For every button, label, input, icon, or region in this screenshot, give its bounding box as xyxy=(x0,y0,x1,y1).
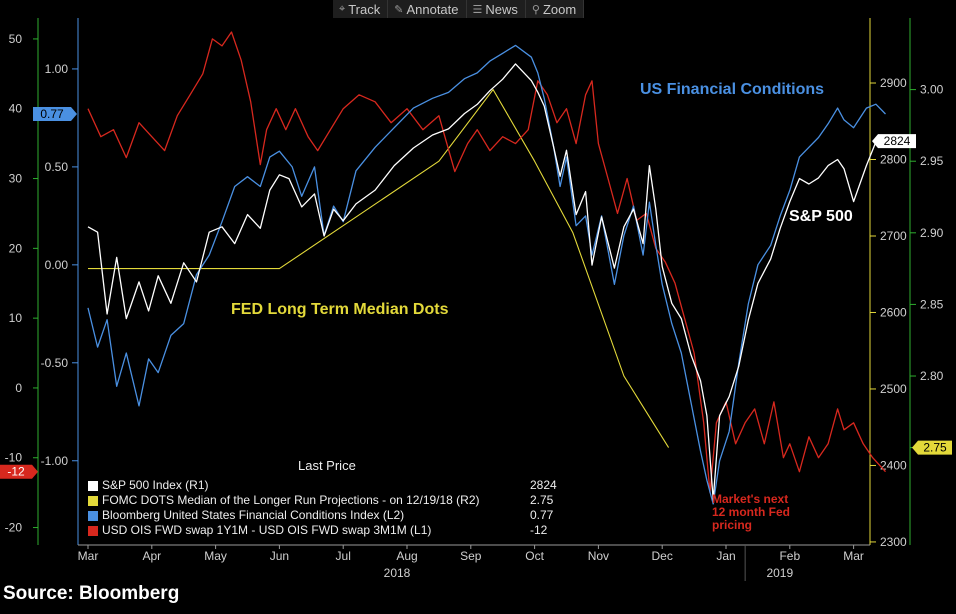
toolbar-label: Track xyxy=(348,1,381,17)
source-note: Source: Bloomberg xyxy=(3,583,180,604)
x-tick-label: Jul xyxy=(336,549,351,563)
x-tick-label: Apr xyxy=(142,549,161,563)
fomc-last-tag: 2.75 xyxy=(912,440,952,455)
fci-last-tag: 0.77 xyxy=(33,106,77,121)
r2-tick-label: 2.95 xyxy=(920,154,944,168)
x-tick-label: Jan xyxy=(716,549,735,563)
magnifier-icon: ⚲ xyxy=(531,3,540,16)
chart-toolbar: ⌖ Track ✎ Annotate ☰ News ⚲ Zoom xyxy=(333,0,585,18)
year-label: 2018 xyxy=(384,566,411,580)
l1-tick-label: -20 xyxy=(5,521,23,535)
r1-tick-label: 2400 xyxy=(880,458,907,472)
l1-tick-label: -10 xyxy=(5,451,23,465)
legend-swatch xyxy=(88,526,98,536)
legend-row-fomc: FOMC DOTS Median of the Longer Run Proje… xyxy=(88,493,570,508)
r1-tick-label: 2900 xyxy=(880,76,907,90)
fomc-last-tag-label: 2.75 xyxy=(923,441,947,455)
legend-series-name: Bloomberg United States Financial Condit… xyxy=(102,508,405,522)
sp-last-tag: 2824 xyxy=(872,134,916,149)
annotation-market-pricing-line: 12 month Fed xyxy=(712,505,790,519)
l2-tick-label: 0.50 xyxy=(45,160,69,174)
series-line-fci xyxy=(87,44,886,505)
l1-tick-label: 20 xyxy=(9,241,23,255)
series-line-sp xyxy=(87,63,886,501)
pencil-icon: ✎ xyxy=(394,3,404,16)
annotation-market-pricing-line: Market's next xyxy=(712,492,788,506)
fci-last-tag-shape xyxy=(33,106,77,121)
fci-last-tag-label: 0.77 xyxy=(40,107,64,121)
x-tick-label: Aug xyxy=(396,549,417,563)
legend-swatch xyxy=(88,481,98,491)
crosshair-icon: ⌖ xyxy=(339,2,346,15)
legend-last-value: -12 xyxy=(530,523,548,537)
news-icon: ☰ xyxy=(472,3,483,16)
r1-tick-label: 2300 xyxy=(880,535,907,549)
x-tick-label: Mar xyxy=(78,549,99,563)
toolbar-zoom-button[interactable]: ⚲ Zoom xyxy=(525,0,585,18)
legend-last-value: 0.77 xyxy=(530,508,554,522)
legend-row-sp: S&P 500 Index (R1) 2824 xyxy=(88,478,570,493)
ois-last-tag-shape xyxy=(0,464,38,479)
legend-last-value: 2.75 xyxy=(530,493,554,507)
l2-tick-label: 0.00 xyxy=(45,258,69,272)
series-line-ois xyxy=(87,31,886,494)
sp-last-tag-shape xyxy=(872,134,916,149)
r1-tick-label: 2700 xyxy=(880,229,907,243)
legend-series-name: S&P 500 Index (R1) xyxy=(102,478,209,492)
legend-series-name: USD OIS FWD swap 1Y1M - USD OIS FWD swap… xyxy=(102,523,432,537)
ois-last-tag-label: -12 xyxy=(7,465,25,479)
toolbar-label: Zoom xyxy=(542,1,577,17)
x-tick-label: Mar xyxy=(843,549,864,563)
annotation-market-pricing-line: pricing xyxy=(712,518,752,532)
r1-tick-label: 2600 xyxy=(880,305,907,319)
annotation-fed-dots: FED Long Term Median Dots xyxy=(231,301,449,318)
sp-last-tag-label: 2824 xyxy=(884,134,911,148)
l1-tick-label: 40 xyxy=(9,102,23,116)
legend-title: Last Price xyxy=(298,458,356,473)
toolbar-news-button[interactable]: ☰ News xyxy=(466,0,526,18)
l1-tick-label: 0 xyxy=(15,381,22,395)
fomc-last-tag-shape xyxy=(912,440,952,455)
ois-last-tag: -12 xyxy=(0,464,38,479)
toolbar-label: Annotate xyxy=(406,1,459,17)
l2-tick-label: -0.50 xyxy=(41,356,69,370)
legend-swatch xyxy=(88,511,98,521)
annotation-financial-conditions: US Financial Conditions xyxy=(640,81,824,98)
r2-tick-label: 2.85 xyxy=(920,297,944,311)
legend-row-fci: Bloomberg United States Financial Condit… xyxy=(88,508,570,523)
x-tick-label: Dec xyxy=(652,549,673,563)
x-tick-label: Sep xyxy=(460,549,482,563)
x-tick-label: Feb xyxy=(779,549,800,563)
r2-tick-label: 2.90 xyxy=(920,226,944,240)
x-tick-label: Jun xyxy=(270,549,289,563)
legend: Last Price S&P 500 Index (R1) 2824 FOMC DO… xyxy=(82,456,576,538)
l1-tick-label: 30 xyxy=(9,172,23,186)
chart-area: 50 40 30 20 10 0 -10 -20 1.00 0.50 0.00 -0.50 -1.00 2… xyxy=(0,18,952,581)
r1-tick-label: 2500 xyxy=(880,382,907,396)
l1-tick-label: 50 xyxy=(9,32,23,46)
toolbar-annotate-button[interactable]: ✎ Annotate xyxy=(388,0,467,18)
l2-tick-label: -1.00 xyxy=(41,454,69,468)
r2-tick-label: 3.00 xyxy=(920,83,944,97)
x-tick-label: Oct xyxy=(525,549,544,563)
legend-series-name: FOMC DOTS Median of the Longer Run Proje… xyxy=(102,493,480,507)
annotation-sp500: S&P 500 xyxy=(789,208,853,225)
toolbar-label: News xyxy=(485,1,518,17)
year-label: 2019 xyxy=(766,566,793,580)
l2-tick-label: 1.00 xyxy=(45,62,69,76)
r2-tick-label: 2.80 xyxy=(920,369,944,383)
legend-swatch xyxy=(88,496,98,506)
x-tick-label: Nov xyxy=(588,549,609,563)
legend-last-value: 2824 xyxy=(530,478,557,492)
x-tick-label: May xyxy=(204,549,227,563)
series-line-fomc xyxy=(88,89,670,448)
l1-tick-label: 10 xyxy=(9,311,23,325)
legend-row-ois: USD OIS FWD swap 1Y1M - USD OIS FWD swap… xyxy=(88,523,570,538)
toolbar-track-button[interactable]: ⌖ Track xyxy=(333,0,389,18)
r1-tick-label: 2800 xyxy=(880,153,907,167)
